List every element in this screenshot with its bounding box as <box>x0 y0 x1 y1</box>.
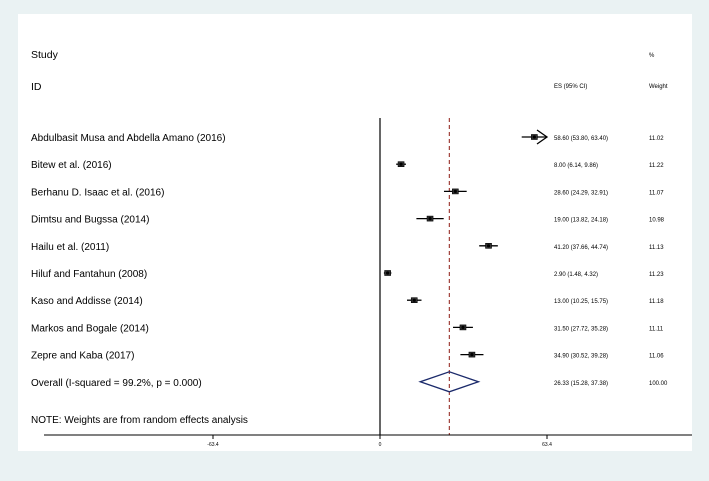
study-point <box>453 189 457 193</box>
overall-weight: 100.00 <box>649 381 668 387</box>
study-es-ci: 31.50 (27.72, 35.28) <box>554 326 608 332</box>
study-label: Bitew et al. (2016) <box>31 160 112 171</box>
study-weight: 11.23 <box>649 272 664 278</box>
study-weight: 11.22 <box>649 163 664 169</box>
study-label: Dimtsu and Bugssa (2014) <box>31 215 149 226</box>
x-tick-label: 0 <box>379 442 382 448</box>
study-point <box>412 298 416 302</box>
ci-arrow-icon <box>536 129 549 145</box>
study-label: Markos and Bogale (2014) <box>31 323 149 334</box>
study-es-ci: 58.60 (53.80, 63.40) <box>554 136 608 142</box>
x-tick-label: -63.4 <box>207 442 219 448</box>
study-es-ci: 34.90 (30.52, 39.28) <box>554 354 608 360</box>
study-point <box>532 135 536 139</box>
study-point <box>486 244 491 248</box>
study-weight: 11.02 <box>649 136 664 142</box>
study-label: Berhanu D. Isaac et al. (2016) <box>31 187 164 198</box>
study-label: Hailu et al. (2011) <box>31 242 109 253</box>
study-es-ci: 8.00 (6.14, 9.86) <box>554 163 598 169</box>
overall-es-ci: 26.33 (15.28, 37.38) <box>554 381 608 387</box>
study-point <box>470 353 474 357</box>
overall-diamond <box>418 371 481 393</box>
study-label: Zepre and Kaba (2017) <box>31 351 134 362</box>
study-weight: 11.13 <box>649 245 664 251</box>
study-weight: 11.18 <box>649 299 664 305</box>
header-study: Study <box>31 49 59 61</box>
study-label: Hiluf and Fantahun (2008) <box>31 269 147 280</box>
study-point <box>428 217 432 221</box>
study-weight: 11.06 <box>649 354 664 360</box>
forest-plot-panel <box>18 14 692 451</box>
x-tick-label: 63.4 <box>542 442 552 448</box>
study-es-ci: 41.20 (37.66, 44.74) <box>554 245 608 251</box>
study-es-ci: 2.90 (1.48, 4.32) <box>554 272 598 278</box>
study-es-ci: 13.00 (10.25, 15.75) <box>554 299 608 305</box>
header-id: ID <box>31 81 42 93</box>
study-weight: 11.07 <box>649 190 664 196</box>
study-point <box>461 325 465 329</box>
header-weight-percent: % <box>649 53 655 59</box>
study-es-ci: 28.60 (24.29, 32.91) <box>554 190 608 196</box>
study-label: Abdulbasit Musa and Abdella Amano (2016) <box>31 133 226 144</box>
study-weight: 10.98 <box>649 218 665 224</box>
study-label: Kaso and Addisse (2014) <box>31 296 143 307</box>
header-es-ci: ES (95% CI) <box>554 84 587 90</box>
overall-label: Overall (I-squared = 99.2%, p = 0.000) <box>31 378 202 389</box>
note-text: NOTE: Weights are from random effects an… <box>31 415 248 426</box>
header-weight: Weight <box>649 84 668 90</box>
study-point <box>386 271 390 275</box>
study-weight: 11.11 <box>649 326 664 332</box>
study-es-ci: 19.00 (13.82, 24.18) <box>554 218 608 224</box>
study-point <box>399 162 403 166</box>
